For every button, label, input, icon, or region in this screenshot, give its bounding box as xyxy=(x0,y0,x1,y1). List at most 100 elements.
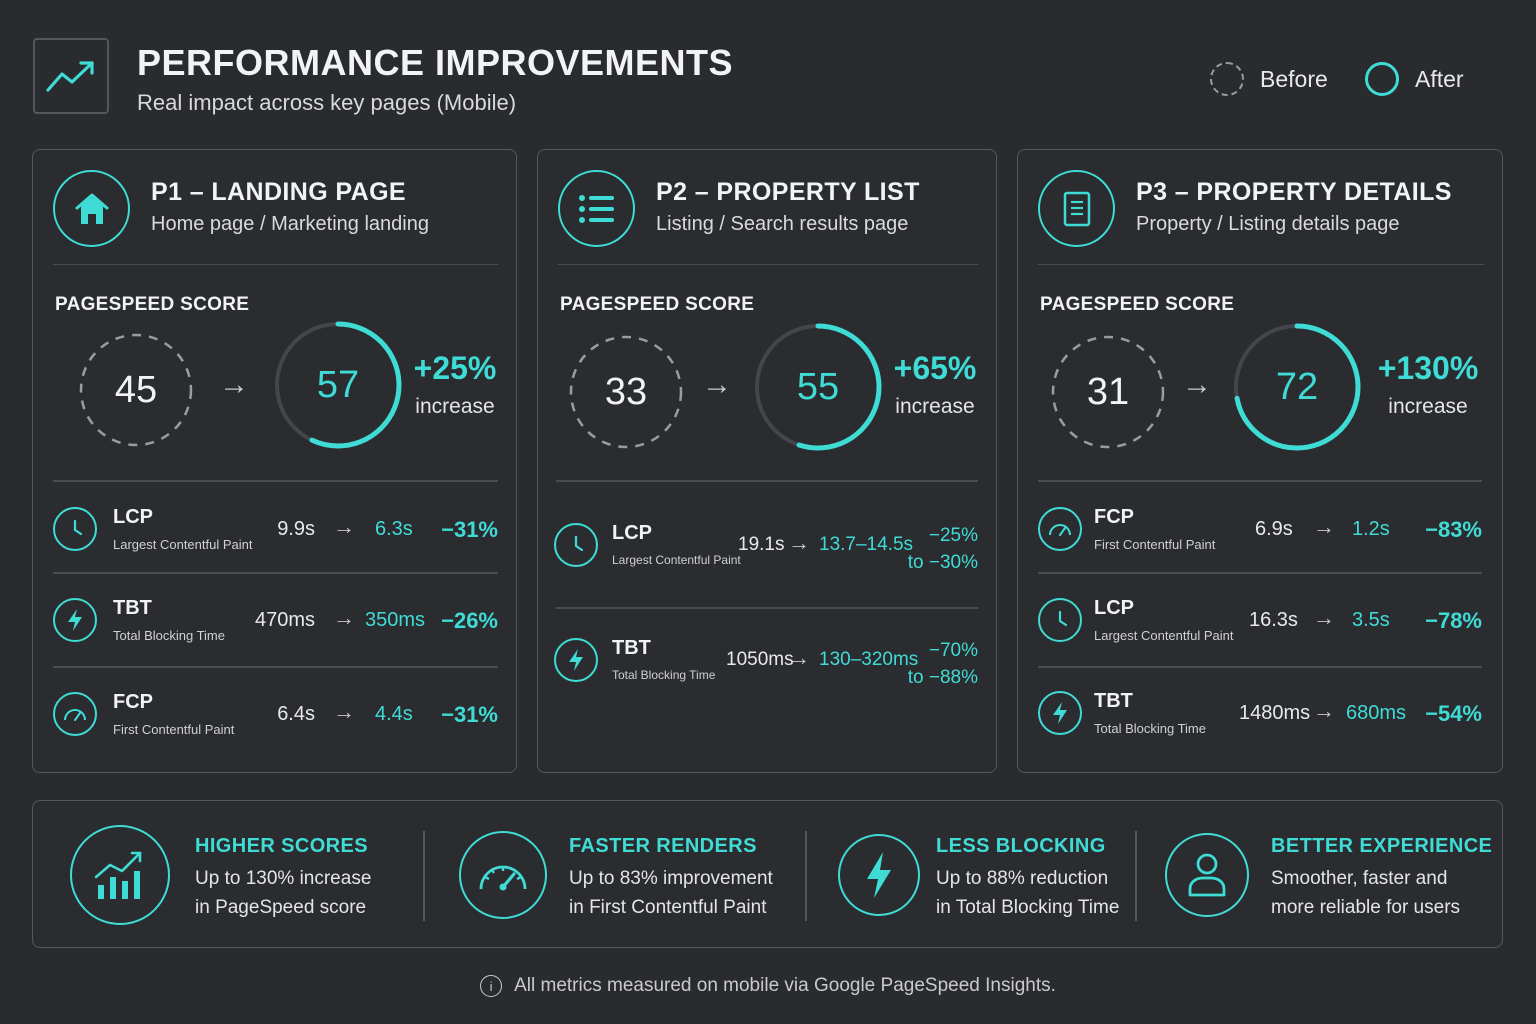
summary-line2: more reliable for users xyxy=(1271,897,1461,918)
clock-icon xyxy=(1038,598,1082,642)
divider xyxy=(1038,480,1482,482)
arrow-right-icon: → xyxy=(702,368,732,401)
list-icon xyxy=(558,170,635,247)
score-comparison: 33 → 55 +65% increase xyxy=(538,320,996,451)
card-title: P3 – PROPERTY DETAILS xyxy=(1136,178,1452,206)
metric-row-lcp: LCP Largest Contentful Paint 19.1s → 13.… xyxy=(554,510,978,580)
metric-before: 1050ms xyxy=(726,649,794,670)
arrow-right-icon: → xyxy=(1313,605,1335,630)
dashed-ring-icon xyxy=(1210,62,1244,96)
info-icon: i xyxy=(480,975,503,997)
pagespeed-label: PAGESPEED SCORE xyxy=(55,294,250,315)
score-comparison: 31 → 72 +130% increase xyxy=(1018,320,1502,451)
metric-row-fcp: FCP First Contentful Paint 6.9s → 1.2s −… xyxy=(1038,494,1482,564)
summary-better-experience: BETTER EXPERIENCE Smoother, faster and m… xyxy=(1135,801,1503,949)
card-subtitle: Listing / Search results page xyxy=(656,213,909,235)
metric-after: 6.3s xyxy=(375,518,413,540)
metric-delta: −83% xyxy=(1425,517,1482,542)
arrow-right-icon: → xyxy=(788,530,810,555)
score-after: 57 xyxy=(316,364,360,406)
arrow-right-icon: → xyxy=(219,368,249,401)
divider xyxy=(556,480,978,482)
summary-faster-renders: FASTER RENDERS Up to 83% improvement in … xyxy=(423,801,805,949)
metric-desc: First Contentful Paint xyxy=(113,722,235,737)
card-subtitle: Home page / Marketing landing xyxy=(151,213,429,235)
metric-name: FCP xyxy=(113,691,153,713)
metric-desc: Total Blocking Time xyxy=(1094,721,1206,736)
metric-delta: −31% xyxy=(441,702,498,727)
metric-row-tbt: TBT Total Blocking Time 470ms → 350ms −2… xyxy=(53,585,498,655)
score-change: +25% xyxy=(413,350,497,386)
after-score-ring xyxy=(1233,323,1361,451)
metric-name: FCP xyxy=(1094,506,1134,528)
metric-delta: −26% xyxy=(441,608,498,633)
document-icon xyxy=(1038,170,1115,247)
metric-row-tbt: TBT Total Blocking Time 1480ms → 680ms −… xyxy=(1038,678,1482,748)
summary-line2: in PageSpeed score xyxy=(195,897,367,918)
score-change-label: increase xyxy=(415,395,495,418)
metric-name: TBT xyxy=(612,637,651,659)
page-title: PERFORMANCE IMPROVEMENTS xyxy=(137,42,734,83)
metric-desc: Largest Contentful Paint xyxy=(113,537,253,552)
metric-desc: Total Blocking Time xyxy=(612,668,716,682)
trend-up-icon xyxy=(46,61,94,92)
after-score-ring xyxy=(754,323,882,451)
solid-ring-icon xyxy=(1365,62,1399,96)
summary-line1: Up to 83% improvement xyxy=(569,868,773,889)
metric-delta-range: to −88% xyxy=(907,667,978,688)
clock-icon xyxy=(53,507,97,551)
summary-line1: Smoother, faster and xyxy=(1271,868,1448,889)
metric-name: TBT xyxy=(1094,690,1133,712)
separator xyxy=(805,831,807,921)
footnote-text: All metrics measured on mobile via Googl… xyxy=(514,975,1056,996)
metric-name: LCP xyxy=(113,506,153,528)
metric-name: TBT xyxy=(113,597,152,619)
legend-after-label: After xyxy=(1415,65,1464,92)
divider xyxy=(53,666,498,668)
metric-before: 6.4s xyxy=(277,703,315,725)
after-score-ring xyxy=(274,321,402,449)
legend-before-label: Before xyxy=(1260,65,1328,92)
bolt-icon xyxy=(53,598,97,642)
metric-after: 350ms xyxy=(365,609,426,631)
metric-row-lcp: LCP Largest Contentful Paint 16.3s → 3.5… xyxy=(1038,585,1482,655)
card-header: P2 – PROPERTY LIST Listing / Search resu… xyxy=(558,170,978,265)
metric-desc: Largest Contentful Paint xyxy=(1094,628,1234,643)
summary-title: BETTER EXPERIENCE xyxy=(1271,835,1493,857)
card-subtitle: Property / Listing details page xyxy=(1136,213,1400,235)
home-icon xyxy=(53,170,130,247)
divider xyxy=(53,572,498,574)
divider xyxy=(53,480,498,482)
summary-higher-scores: HIGHER SCORES Up to 130% increase in Pag… xyxy=(33,801,423,949)
arrow-right-icon: → xyxy=(1313,698,1335,723)
card-header: P1 – LANDING PAGE Home page / Marketing … xyxy=(53,170,498,265)
user-icon xyxy=(1165,833,1249,917)
score-comparison: 45 → 57 +25% increase xyxy=(33,320,516,450)
metric-after: 130–320ms xyxy=(819,649,919,670)
metric-before: 1480ms xyxy=(1239,702,1311,724)
score-change-label: increase xyxy=(1388,395,1468,418)
summary-title: FASTER RENDERS xyxy=(569,835,757,857)
metric-desc: Largest Contentful Paint xyxy=(612,553,741,567)
arrow-right-icon: → xyxy=(333,514,355,539)
score-change: +65% xyxy=(893,350,977,386)
score-before: 31 xyxy=(1086,371,1130,413)
metric-after: 3.5s xyxy=(1352,609,1390,631)
metric-delta-range: to −30% xyxy=(907,552,978,573)
metric-before: 16.3s xyxy=(1249,609,1298,631)
metric-name: LCP xyxy=(1094,597,1134,619)
metric-after: 4.4s xyxy=(375,703,413,725)
summary-less-blocking: LESS BLOCKING Up to 88% reduction in Tot… xyxy=(805,801,1135,949)
before-score-ring xyxy=(569,335,683,449)
metric-before: 9.9s xyxy=(277,518,315,540)
bolt-icon xyxy=(1038,691,1082,735)
legend-after: After xyxy=(1365,62,1464,96)
bar-chart-icon xyxy=(70,825,170,925)
metric-delta: −78% xyxy=(1425,608,1482,633)
metric-row-fcp: FCP First Contentful Paint 6.4s → 4.4s −… xyxy=(53,679,498,749)
metric-row-lcp: LCP Largest Contentful Paint 9.9s → 6.3s… xyxy=(53,494,498,564)
speedometer-icon xyxy=(459,831,547,919)
summary-line2: in First Contentful Paint xyxy=(569,897,767,918)
separator xyxy=(423,831,425,921)
gauge-icon xyxy=(53,692,97,736)
